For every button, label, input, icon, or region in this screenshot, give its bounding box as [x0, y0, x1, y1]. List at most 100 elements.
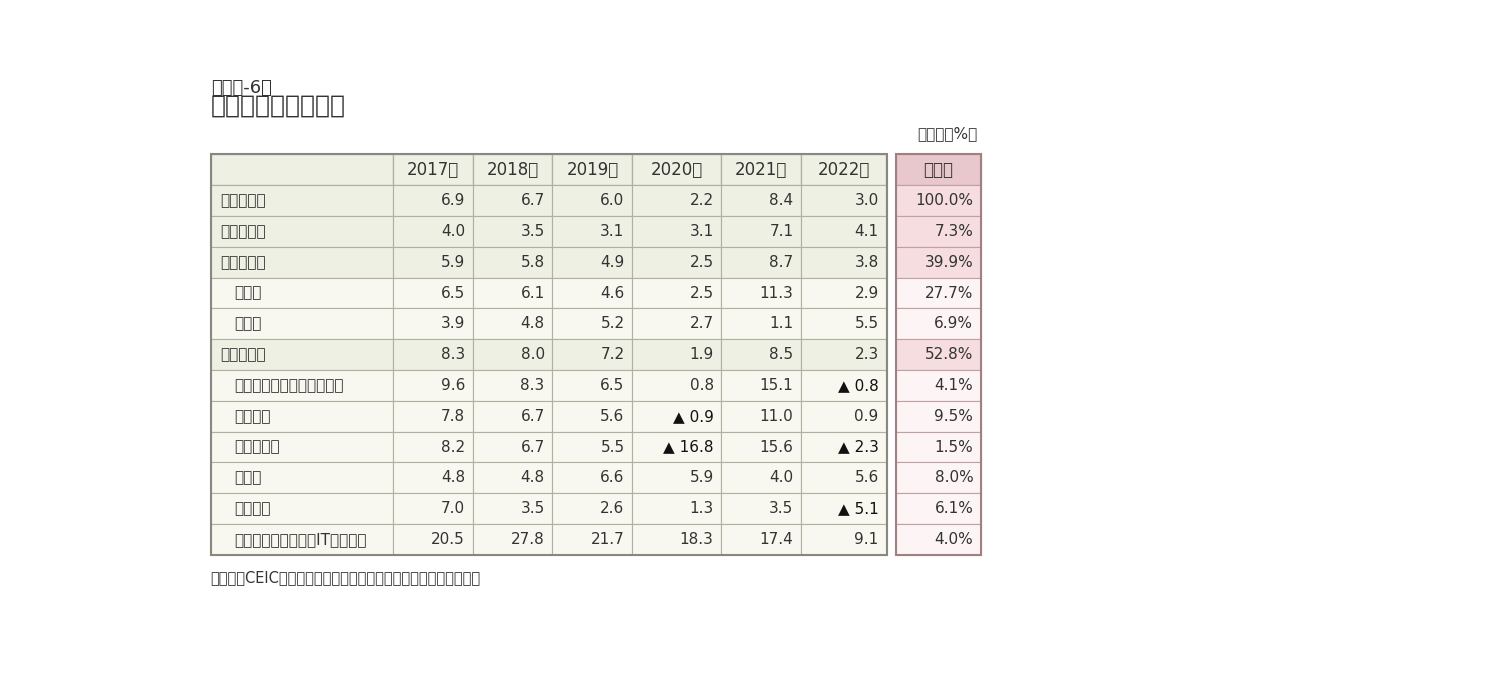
Bar — [632, 339, 721, 370]
Text: （単位：%）: （単位：%） — [918, 127, 978, 142]
Text: 27.7%: 27.7% — [925, 285, 974, 300]
Bar — [895, 493, 981, 524]
Text: 8.3: 8.3 — [520, 378, 544, 393]
Bar — [895, 278, 981, 308]
Text: 21.7: 21.7 — [591, 532, 624, 547]
Text: ▲ 0.9: ▲ 0.9 — [673, 409, 714, 424]
Bar — [801, 216, 886, 247]
Text: 金融業: 金融業 — [234, 471, 262, 486]
Text: 1.9: 1.9 — [689, 347, 714, 362]
Bar — [210, 493, 393, 524]
Text: 2022年: 2022年 — [818, 161, 869, 179]
Bar — [895, 462, 981, 493]
Bar — [473, 401, 552, 432]
Bar — [895, 339, 981, 370]
Bar — [552, 462, 632, 493]
Text: 1.1: 1.1 — [770, 317, 794, 331]
Bar — [632, 247, 721, 278]
Text: 6.7: 6.7 — [520, 409, 544, 424]
Text: 6.7: 6.7 — [520, 193, 544, 208]
Bar — [393, 308, 473, 339]
Bar — [210, 432, 393, 462]
Bar — [552, 247, 632, 278]
Bar — [552, 432, 632, 462]
Text: 15.6: 15.6 — [759, 440, 794, 455]
Text: 39.9%: 39.9% — [924, 254, 974, 269]
Bar — [801, 185, 886, 216]
Text: 2018年: 2018年 — [487, 161, 538, 179]
Text: 2020年: 2020年 — [650, 161, 703, 179]
Text: 8.0: 8.0 — [520, 347, 544, 362]
Bar — [210, 155, 393, 185]
Bar — [393, 155, 473, 185]
Text: 2019年: 2019年 — [567, 161, 618, 179]
Bar — [895, 524, 981, 555]
Text: 27.8: 27.8 — [511, 532, 544, 547]
Bar — [895, 401, 981, 432]
Text: 7.8: 7.8 — [442, 409, 464, 424]
Text: 100.0%: 100.0% — [915, 193, 974, 208]
Bar — [895, 308, 981, 339]
Text: 2.5: 2.5 — [689, 285, 714, 300]
Text: 8.5: 8.5 — [770, 347, 794, 362]
Text: 第３次産業: 第３次産業 — [221, 347, 266, 362]
Bar — [721, 155, 801, 185]
Bar — [393, 524, 473, 555]
Bar — [801, 462, 886, 493]
Bar — [552, 493, 632, 524]
Text: 卸小売業: 卸小売業 — [234, 409, 271, 424]
Text: 11.3: 11.3 — [759, 285, 794, 300]
Bar — [895, 370, 981, 401]
Text: 17.4: 17.4 — [759, 532, 794, 547]
Bar — [632, 308, 721, 339]
Bar — [801, 308, 886, 339]
Text: 6.0: 6.0 — [600, 193, 624, 208]
Bar — [632, 524, 721, 555]
Bar — [393, 339, 473, 370]
Bar — [895, 216, 981, 247]
Bar — [552, 401, 632, 432]
Text: 4.8: 4.8 — [520, 317, 544, 331]
Text: 5.2: 5.2 — [600, 317, 624, 331]
Text: 8.2: 8.2 — [442, 440, 464, 455]
Bar — [552, 524, 632, 555]
Text: 9.6: 9.6 — [440, 378, 464, 393]
Text: 7.3%: 7.3% — [934, 224, 974, 239]
Bar — [721, 216, 801, 247]
Bar — [721, 401, 801, 432]
Bar — [721, 308, 801, 339]
Text: 11.0: 11.0 — [759, 409, 794, 424]
Bar — [895, 432, 981, 462]
Text: 3.5: 3.5 — [520, 501, 544, 516]
Text: 4.0: 4.0 — [442, 224, 464, 239]
Text: （資料）CEIC（出所は中国国家統計局）のデータを元に筆者作成: （資料）CEIC（出所は中国国家統計局）のデータを元に筆者作成 — [210, 570, 481, 586]
Text: 不動産業: 不動産業 — [234, 501, 271, 516]
Bar — [632, 185, 721, 216]
Text: 産業別の実質成長率: 産業別の実質成長率 — [210, 94, 346, 118]
Text: 6.5: 6.5 — [440, 285, 464, 300]
Bar — [473, 278, 552, 308]
Text: 7.2: 7.2 — [600, 347, 624, 362]
Text: 5.8: 5.8 — [520, 254, 544, 269]
Bar — [393, 401, 473, 432]
Text: 2021年: 2021年 — [735, 161, 788, 179]
Bar — [473, 185, 552, 216]
Bar — [632, 462, 721, 493]
Bar — [473, 462, 552, 493]
Bar — [632, 401, 721, 432]
Text: 4.1: 4.1 — [854, 224, 878, 239]
Text: 5.9: 5.9 — [440, 254, 464, 269]
Bar — [473, 524, 552, 555]
Text: 9.1: 9.1 — [854, 532, 878, 547]
Bar — [210, 247, 393, 278]
Bar — [393, 493, 473, 524]
Bar — [801, 432, 886, 462]
Bar — [473, 216, 552, 247]
Text: 0.9: 0.9 — [854, 409, 878, 424]
Bar — [393, 278, 473, 308]
Bar — [210, 401, 393, 432]
Text: 4.8: 4.8 — [520, 471, 544, 486]
Text: （図表-6）: （図表-6） — [210, 79, 272, 96]
Text: 6.5: 6.5 — [600, 378, 624, 393]
Text: 構成比: 構成比 — [924, 161, 954, 179]
